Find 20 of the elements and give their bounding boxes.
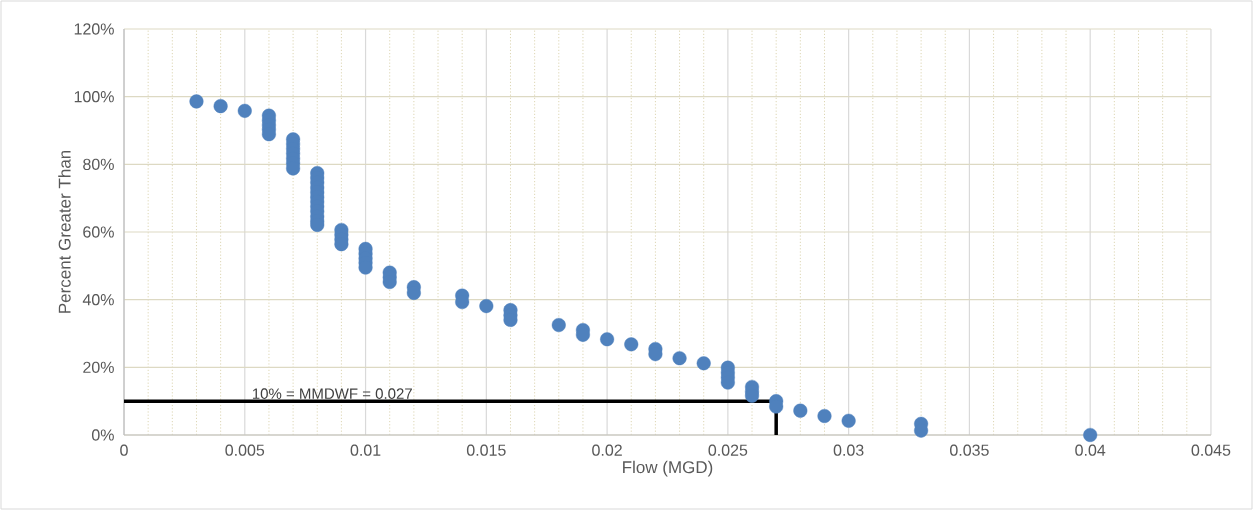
x-axis-title: Flow (MGD) [623,460,713,477]
x-tick-label: 0.005 [225,444,265,456]
x-tick-label: 0.03 [833,444,864,456]
y-tick-label: 100% [74,91,114,103]
y-tick-label: 20% [83,361,114,373]
x-tick-label: 0 [120,444,128,456]
x-tick-label: 0.02 [592,444,622,456]
x-tick-label: 0.01 [350,444,381,456]
annotation: 10% = MMDWF = 0.027 [252,388,412,399]
y-tick-label: 80% [83,158,114,170]
y-tick-label: 120% [74,23,114,35]
y-tick-label: 60% [83,226,114,238]
x-tick-label: 0.025 [708,444,748,456]
y-axis-title: Percent Greater Than [58,150,71,313]
x-tick-label: 0.015 [466,444,506,456]
x-tick-label: 0.045 [1191,444,1231,456]
y-tick-label: 40% [82,294,114,306]
x-tick-label: 0.04 [1075,444,1106,456]
y-tick-label: 0% [91,429,114,441]
x-tick-label: 0.035 [950,444,989,456]
